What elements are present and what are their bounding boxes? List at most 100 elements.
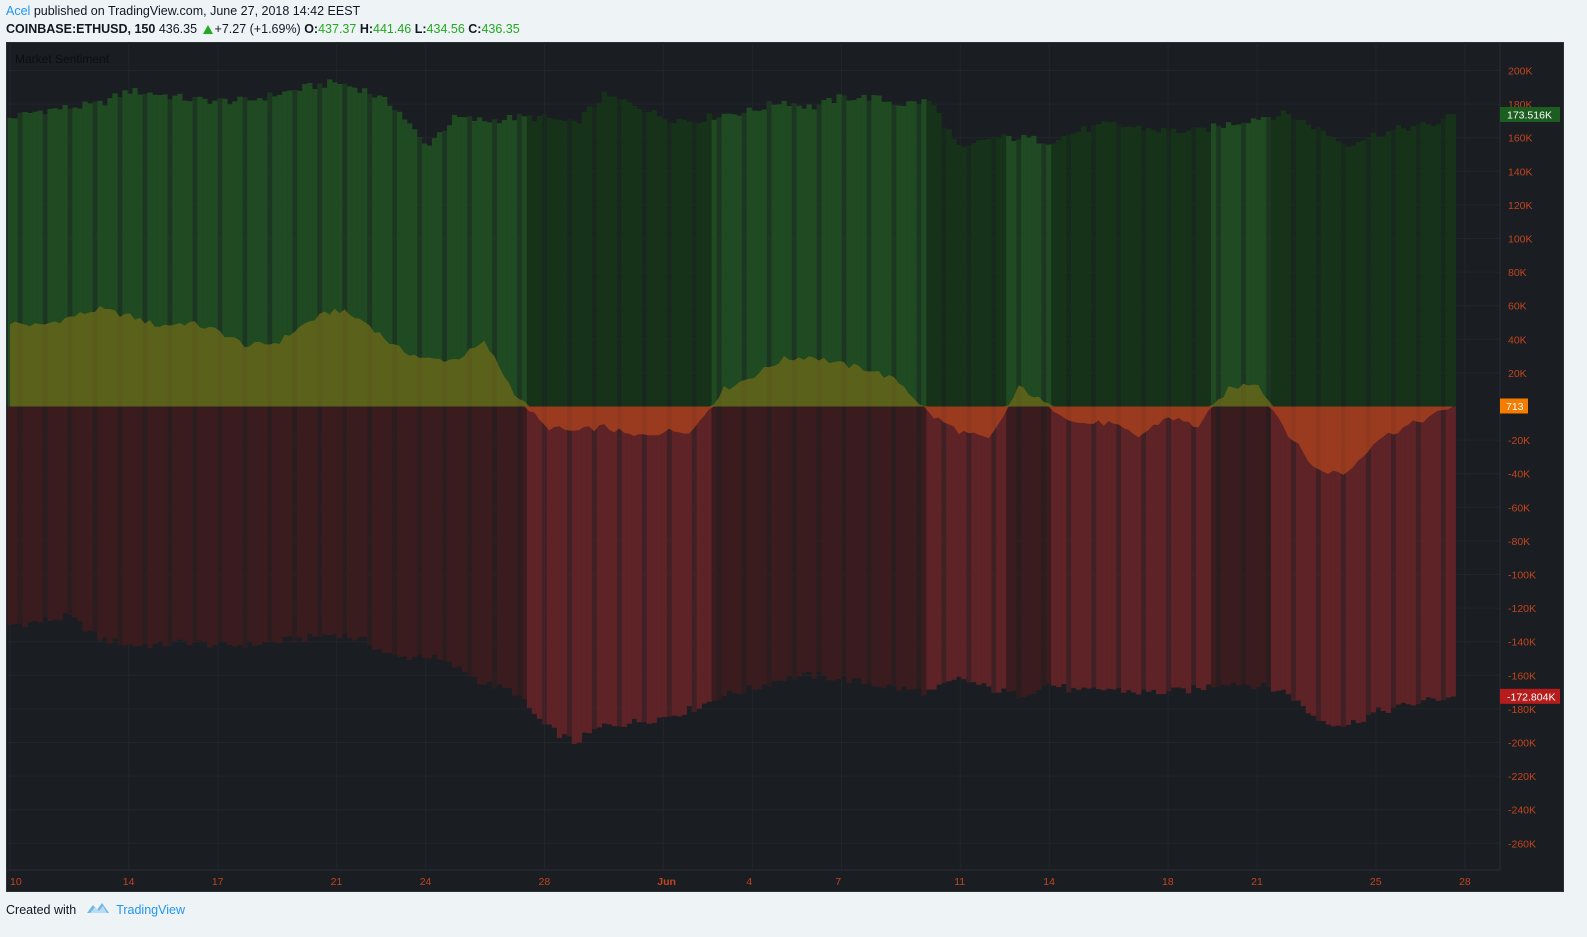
bear-bar: [751, 406, 757, 690]
bear-bar: [486, 406, 493, 682]
bull-bar: [77, 108, 83, 407]
bull-bar: [846, 100, 852, 407]
bull-bar: [1185, 130, 1192, 407]
bull-bar: [721, 113, 727, 407]
bull-bar: [1275, 116, 1282, 407]
y-tick-label: 20K: [1508, 368, 1527, 380]
bull-bar: [282, 91, 288, 407]
bull-bar: [1021, 134, 1027, 407]
bull-bar: [122, 90, 128, 407]
bear-bar: [1046, 406, 1052, 684]
bull-bar: [1355, 142, 1362, 407]
net-negative-area: [10, 406, 1454, 475]
bear-bar: [1335, 406, 1342, 726]
bull-bar: [57, 109, 63, 407]
bear-bar: [731, 406, 737, 694]
up-arrow-icon: [202, 25, 213, 34]
bull-bar: [1320, 130, 1327, 407]
bull-bar: [167, 99, 173, 407]
bull-bar: [1096, 124, 1102, 407]
bear-bar: [1340, 406, 1347, 727]
x-tick-label: 14: [123, 876, 135, 888]
bear-bar: [152, 406, 158, 644]
bear-bar: [1041, 406, 1047, 686]
bull-bar: [32, 111, 38, 407]
bear-bar: [122, 406, 128, 646]
bear-bar: [446, 406, 453, 662]
bull-bar: [896, 105, 902, 407]
bear-bar: [1151, 406, 1157, 690]
bull-bar: [471, 120, 478, 407]
bull-bar: [466, 116, 473, 407]
bull-bar: [1220, 127, 1227, 407]
bull-bar: [591, 106, 598, 407]
y-tick-label: -220K: [1508, 771, 1536, 783]
bull-bar: [277, 94, 283, 407]
bear-bar: [242, 406, 248, 649]
bear-bar: [282, 406, 288, 638]
bear-bar: [252, 406, 258, 646]
bull-bar: [886, 101, 892, 407]
y-tick-label: -140K: [1508, 637, 1536, 649]
bear-bar: [1260, 406, 1267, 683]
bear-bar: [1180, 406, 1187, 689]
x-tick-label: 10: [10, 876, 22, 888]
bull-bar: [691, 122, 697, 407]
bear-bar: [506, 406, 513, 689]
bull-bar: [1345, 146, 1352, 407]
market-sentiment-chart[interactable]: 200K180K160K140K120K100K80K60K40K20K-20K…: [6, 42, 1562, 890]
y-tick-label: -260K: [1508, 838, 1536, 850]
bear-bar: [1285, 406, 1292, 695]
bear-bar: [576, 406, 583, 743]
bull-bar: [1076, 131, 1082, 407]
bull-bar: [526, 115, 533, 407]
bear-bar: [1250, 406, 1257, 690]
bear-bar: [961, 406, 967, 680]
bear-bar: [1061, 406, 1067, 685]
tradingview-link[interactable]: TradingView: [116, 902, 185, 917]
bear-bar: [501, 406, 508, 688]
bull-bar: [1325, 136, 1332, 407]
bear-bar: [896, 406, 902, 691]
bear-bar: [541, 406, 548, 725]
bull-bar: [1300, 120, 1307, 407]
bull-bar: [811, 109, 817, 407]
bear-bar: [132, 406, 138, 647]
bear-bar: [1146, 406, 1152, 692]
bear-bar: [112, 406, 118, 639]
bull-bar: [1101, 121, 1107, 407]
bull-bar: [352, 87, 358, 407]
bear-bar: [1006, 406, 1012, 692]
bull-bar: [1175, 133, 1182, 407]
bull-bar: [1225, 122, 1232, 407]
bear-bar: [1330, 406, 1337, 727]
bear-bar: [1350, 406, 1357, 721]
author-link[interactable]: Acel: [6, 4, 31, 18]
bull-bar: [1420, 122, 1426, 407]
low-value: 434.56: [426, 22, 465, 36]
bear-bar: [332, 406, 338, 634]
bear-bar: [1021, 406, 1027, 697]
bull-bar: [1061, 135, 1067, 407]
y-tick-label: -40K: [1508, 469, 1530, 481]
bull-bar: [1016, 139, 1022, 407]
bull-bar: [816, 104, 822, 407]
bear-bar: [1240, 406, 1247, 685]
bull-bar: [1415, 123, 1421, 407]
bear-bar: [931, 406, 937, 690]
bull-bar: [716, 117, 722, 407]
bull-bar: [426, 145, 433, 407]
bull-bar: [1380, 136, 1387, 407]
bull-bar: [786, 105, 792, 407]
y-tick-label: 200K: [1508, 66, 1533, 78]
bear-bar: [911, 406, 917, 690]
bull-bar: [227, 104, 233, 407]
bear-bar: [891, 406, 897, 687]
bull-bar: [1405, 130, 1411, 407]
bear-bar: [951, 406, 957, 680]
bear-bar: [127, 406, 133, 645]
bear-bar: [1011, 406, 1017, 691]
bear-bar: [1365, 406, 1372, 716]
bull-bar: [666, 122, 672, 407]
bear-bar: [1325, 406, 1332, 725]
